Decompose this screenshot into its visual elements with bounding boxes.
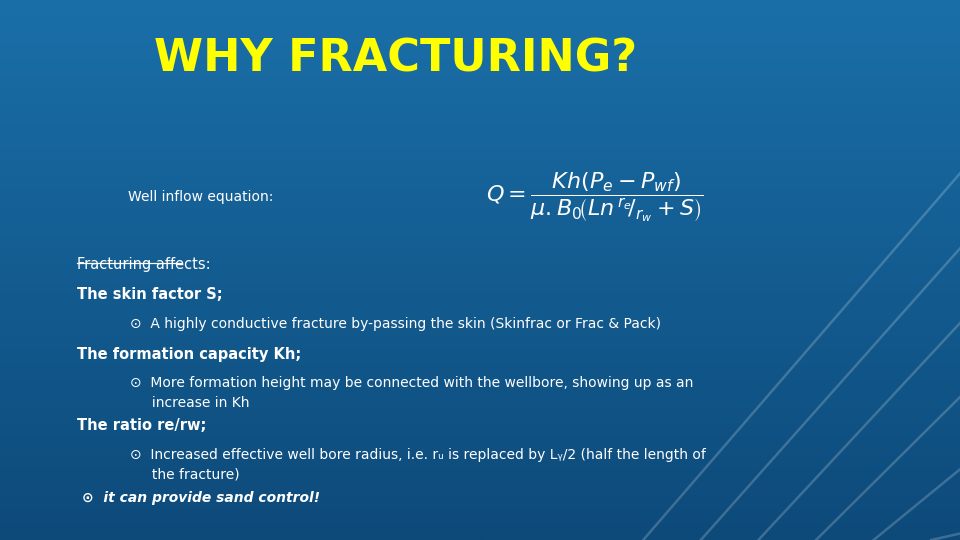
Text: Fracturing affects:: Fracturing affects: <box>77 256 210 272</box>
Text: WHY FRACTURING?: WHY FRACTURING? <box>154 38 636 81</box>
Text: Well inflow equation:: Well inflow equation: <box>129 190 274 204</box>
Text: The skin factor S;: The skin factor S; <box>77 287 223 302</box>
Text: ⊙  More formation height may be connected with the wellbore, showing up as an
  : ⊙ More formation height may be connected… <box>130 376 693 410</box>
Text: ⊙  A highly conductive fracture by-passing the skin (Skinfrac or Frac & Pack): ⊙ A highly conductive fracture by-passin… <box>130 317 660 331</box>
Text: The ratio re/rw;: The ratio re/rw; <box>77 418 206 434</box>
Text: ⊙  it can provide sand control!: ⊙ it can provide sand control! <box>82 491 320 505</box>
Text: ⊙  Increased effective well bore radius, i.e. rᵤ is replaced by Lᵧ/2 (half the l: ⊙ Increased effective well bore radius, … <box>130 448 706 482</box>
Text: The formation capacity Kh;: The formation capacity Kh; <box>77 347 301 362</box>
Text: $Q = \dfrac{Kh(P_e - P_{wf})}{\mu.B_0\!\left(Ln\,^{r_e}\!/_{r_w} + S\right)}$: $Q = \dfrac{Kh(P_e - P_{wf})}{\mu.B_0\!\… <box>487 170 704 224</box>
